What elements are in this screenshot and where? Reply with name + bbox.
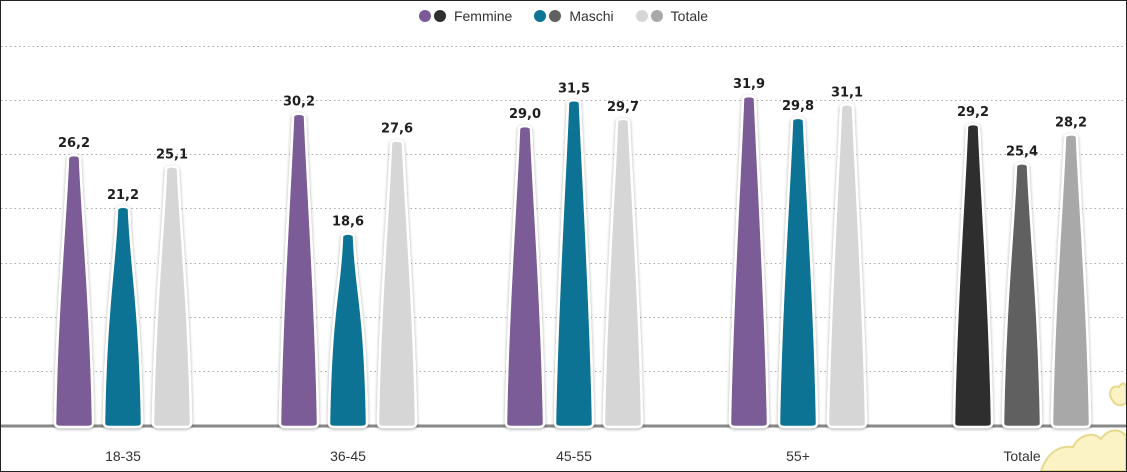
bar-maschi-4: [1001, 162, 1043, 429]
legend-item-totale[interactable]: Totale: [635, 8, 709, 24]
legend-swatch-femmine-totale: [433, 10, 446, 22]
data-label-maschi-1: 18,6: [332, 215, 364, 230]
bar-totale-2: [602, 117, 644, 429]
data-label-femmine-4: 29,2: [957, 105, 989, 120]
x-tick-label: 36-45: [330, 448, 366, 464]
bar-maschi-1: [327, 232, 369, 429]
legend: Femmine Maschi Totale: [1, 1, 1126, 31]
bar-femmine-4: [952, 122, 994, 429]
bar-maschi-3: [777, 116, 819, 429]
legend-label-femmine: Femmine: [453, 8, 513, 24]
data-label-totale-0: 25,1: [156, 147, 188, 162]
bar-femmine-1: [278, 112, 320, 429]
legend-item-maschi[interactable]: Maschi: [534, 8, 614, 24]
legend-swatch-maschi: [534, 10, 547, 22]
data-label-femmine-3: 31,9: [733, 77, 765, 92]
x-tick-label: 45-55: [556, 448, 592, 464]
data-label-maschi-4: 25,4: [1006, 144, 1038, 159]
data-label-totale-4: 28,2: [1055, 115, 1087, 130]
decorative-puzzle-shape: [1039, 429, 1126, 471]
data-label-maschi-2: 31,5: [558, 81, 590, 96]
data-label-totale-2: 29,7: [607, 100, 639, 115]
bar-totale-4: [1050, 133, 1092, 429]
x-tick-label: 18-35: [105, 448, 141, 464]
bar-maschi-2: [553, 99, 595, 429]
bar-femmine-0: [53, 153, 95, 429]
data-label-femmine-2: 29,0: [509, 107, 541, 122]
legend-swatch-totale-totale: [650, 10, 663, 22]
legend-item-femmine[interactable]: Femmine: [418, 8, 513, 24]
x-tick-labels: 18-35 36-45 45-55 55+ Totale: [105, 448, 1041, 464]
decoration: [1039, 382, 1126, 471]
legend-label-maschi: Maschi: [569, 8, 614, 24]
legend-label-totale: Totale: [670, 8, 709, 24]
legend-swatch-femmine: [418, 10, 431, 22]
bar-femmine-2: [504, 124, 546, 429]
legend-swatch-maschi-totale: [549, 10, 562, 22]
bar-totale-0: [151, 165, 193, 429]
data-label-totale-3: 31,1: [831, 85, 863, 100]
data-label-totale-1: 27,6: [381, 122, 413, 137]
legend-swatch-totale: [635, 10, 648, 22]
bar-totale-3: [826, 103, 868, 429]
data-labels: 26,2 21,2 25,1 30,2 18,6 27,6 29,0 31,5 29,7 31,9…: [58, 77, 1087, 230]
bars: [53, 94, 1092, 429]
decorative-puzzle-shape: [1109, 382, 1126, 407]
data-label-maschi-3: 29,8: [782, 99, 814, 114]
bar-totale-1: [376, 139, 418, 429]
x-tick-label: Totale: [1003, 448, 1041, 464]
data-label-femmine-1: 30,2: [283, 95, 315, 110]
data-label-maschi-0: 21,2: [107, 188, 139, 203]
x-tick-label: 55+: [786, 448, 810, 464]
bar-maschi-0: [102, 205, 144, 429]
data-label-femmine-0: 26,2: [58, 136, 90, 151]
bar-femmine-3: [728, 94, 770, 429]
